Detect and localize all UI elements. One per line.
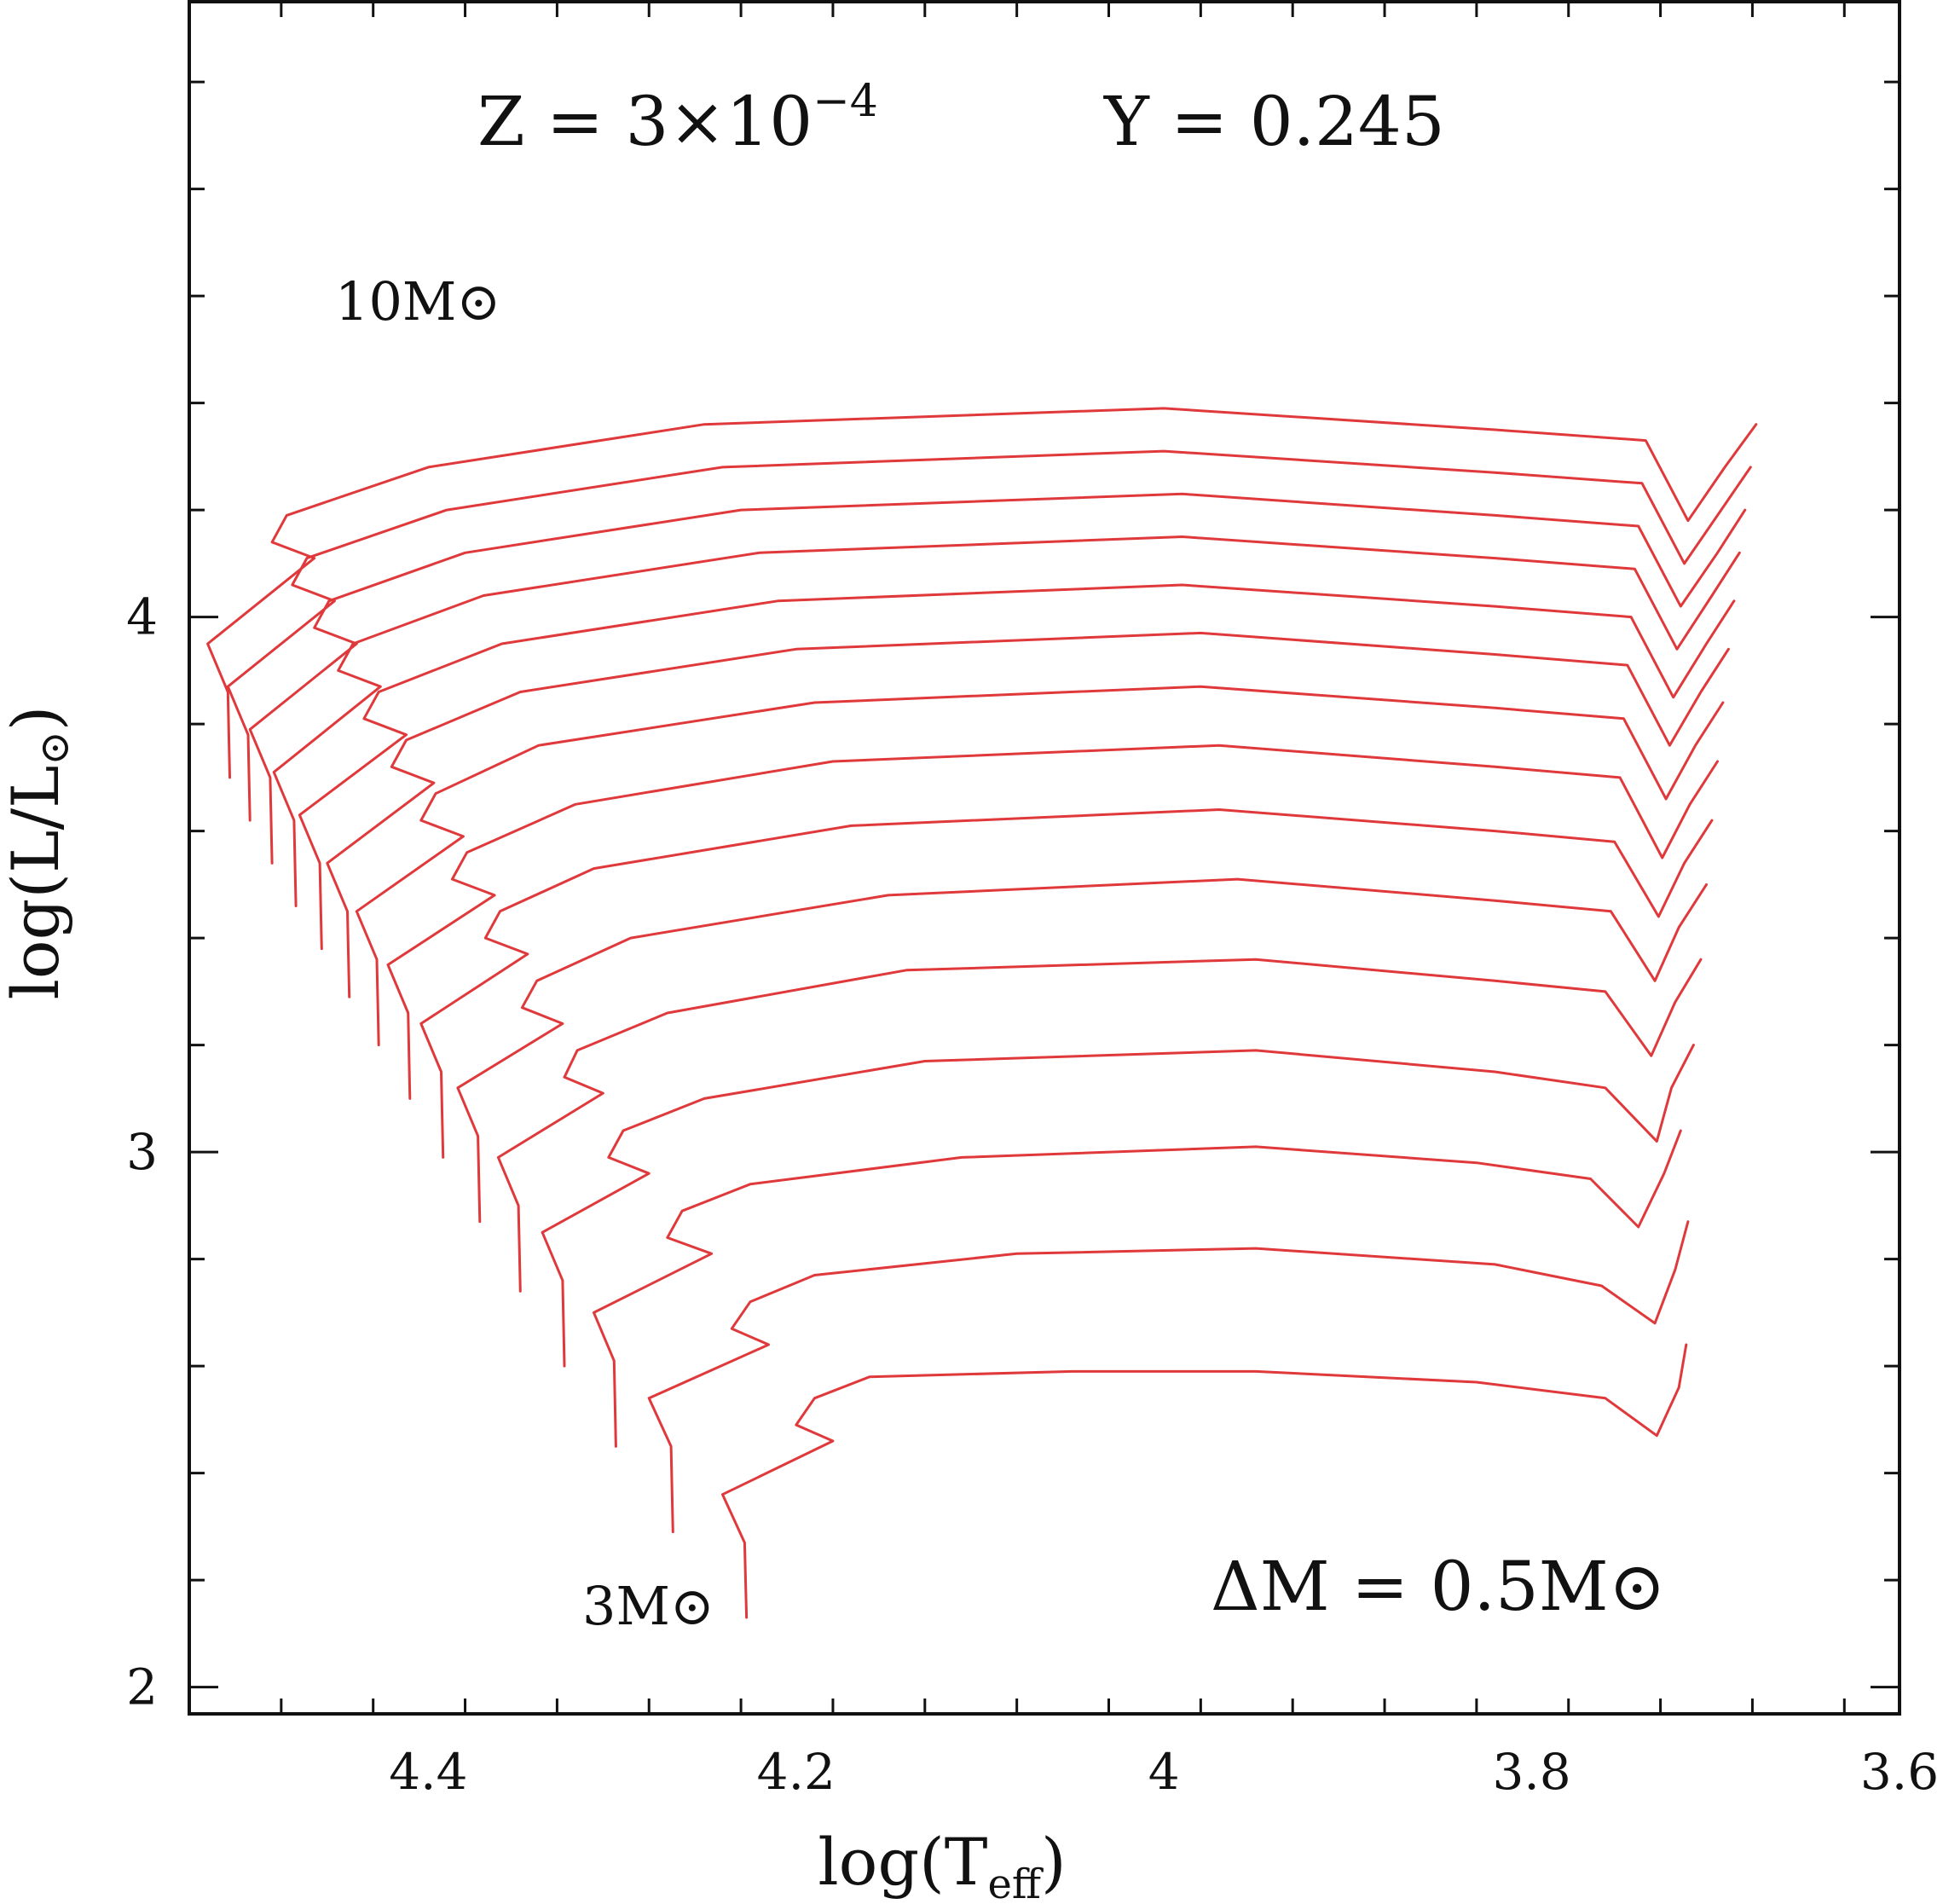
title-z: Z = 3×10 <box>477 82 812 161</box>
title-y: Y = 0.245 <box>1103 82 1445 161</box>
track-line <box>419 808 1714 1159</box>
x-axis-label: log(Teff) <box>818 1824 1066 1904</box>
title-z-exponent: −4 <box>812 76 878 127</box>
chart-title: Z = 3×10−4 Y = 0.245 <box>477 76 1445 161</box>
y-axis-label-end: ) <box>0 706 73 732</box>
track-line <box>386 744 1719 1100</box>
x-axis-label-end: ) <box>1041 1824 1067 1900</box>
track-line <box>326 631 1730 998</box>
y-axis-label-sun: ⊙ <box>31 731 78 765</box>
track-line <box>226 449 1752 822</box>
track-line <box>541 1044 1695 1368</box>
x-tick-label: 4.2 <box>757 1743 836 1801</box>
track-line <box>496 958 1703 1293</box>
y-axis-label-main: log(L/L <box>0 765 73 999</box>
annotation-bottom-mass: 3M⊙ <box>582 1575 714 1637</box>
evolutionary-tracks <box>206 407 1758 1619</box>
x-tick-label: 4.4 <box>389 1743 467 1801</box>
annotation-top-mass: 10M⊙ <box>335 270 500 333</box>
annotation-delta-m: ΔM = 0.5M⊙ <box>1211 1547 1666 1626</box>
x-axis-label-main: log(T <box>818 1824 987 1900</box>
y-tick-labels: 2 3 4 <box>126 588 158 1716</box>
x-tick-label: 3.8 <box>1492 1743 1570 1801</box>
y-tick-label: 4 <box>126 588 158 646</box>
track-line <box>206 407 1758 779</box>
y-tick-label: 3 <box>126 1123 158 1181</box>
axis-ticks <box>188 2 1900 1714</box>
track-line <box>355 685 1725 1047</box>
track-line <box>647 1220 1690 1534</box>
x-axis-label-sub: eff <box>987 1861 1043 1904</box>
track-line <box>456 877 1708 1224</box>
track-line <box>272 535 1741 907</box>
track-line <box>593 1129 1682 1448</box>
y-tick-label: 2 <box>126 1658 158 1716</box>
track-line <box>248 492 1747 865</box>
track-line <box>298 583 1736 951</box>
plot-frame <box>188 0 1901 1716</box>
y-axis-label: log(L/L⊙) <box>0 706 78 1000</box>
x-tick-labels: 4.4 4.2 4 3.8 3.6 <box>389 1743 1939 1801</box>
x-tick-label: 4 <box>1148 1743 1180 1801</box>
track-line <box>721 1343 1688 1619</box>
x-tick-label: 3.6 <box>1860 1743 1939 1801</box>
